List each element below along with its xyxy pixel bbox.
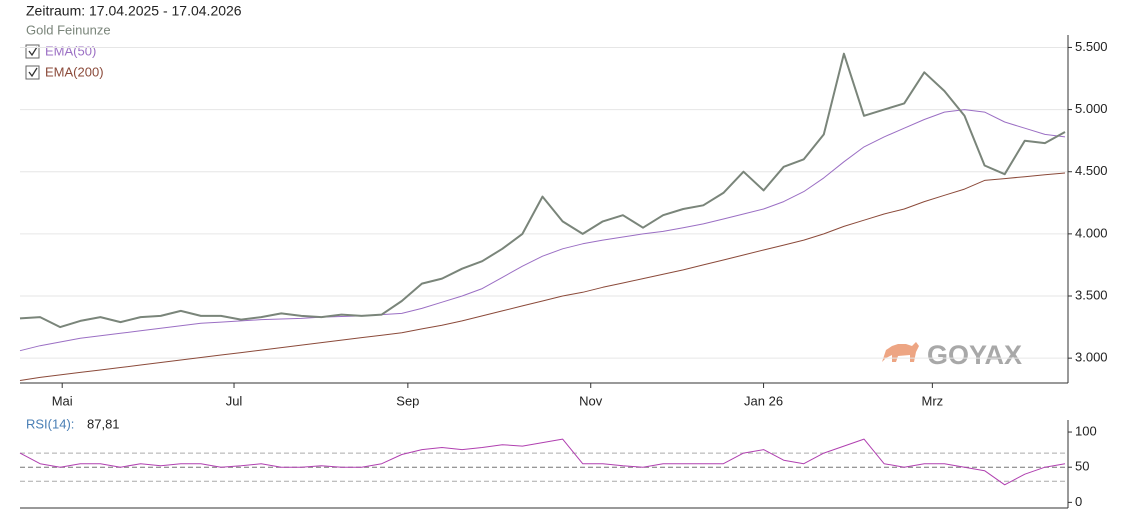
rsi-current: 87,81 [87, 416, 120, 431]
legend-ema200[interactable]: EMA(200) [25, 64, 104, 80]
x-tick-label: Jul [226, 393, 243, 408]
x-tick-label: Jan 26 [744, 393, 783, 408]
series-label: Gold Feinunze [26, 22, 111, 37]
rsi-label: RSI(14): [26, 416, 74, 431]
chart-title: Zeitraum: 17.04.2025 - 17.04.2026 [26, 3, 242, 19]
y-tick-label: 50 [1075, 459, 1089, 474]
y-tick-label: 0 [1075, 494, 1082, 509]
y-tick-label: 4.000 [1075, 225, 1108, 240]
logo: GOYAX [882, 340, 1022, 370]
y-tick-label: 5.500 [1075, 39, 1108, 54]
y-tick-label: 3.000 [1075, 350, 1108, 365]
y-tick-label: 5.000 [1075, 101, 1108, 116]
legend-ema50[interactable]: EMA(50) [25, 43, 96, 59]
checkbox[interactable] [25, 65, 40, 80]
y-tick-label: 3.500 [1075, 287, 1108, 302]
series-line [19, 172, 1066, 381]
y-tick-label: 100 [1075, 423, 1097, 438]
series-line [19, 52, 1066, 329]
x-tick-label: Nov [579, 393, 603, 408]
legend-label[interactable]: EMA(200) [45, 64, 104, 79]
x-tick-label: Mai [52, 393, 73, 408]
y-tick-label: 4.500 [1075, 163, 1108, 178]
series-line [19, 438, 1066, 486]
series-line [19, 109, 1066, 352]
legend-label[interactable]: EMA(50) [45, 43, 96, 58]
logo-bull [882, 342, 919, 362]
check-mark [28, 46, 38, 57]
logo-text: GOYAX [927, 340, 1022, 370]
checkbox[interactable] [25, 44, 40, 59]
check-mark [28, 67, 38, 78]
x-tick-label: Mrz [922, 393, 944, 408]
x-tick-label: Sep [396, 393, 419, 408]
